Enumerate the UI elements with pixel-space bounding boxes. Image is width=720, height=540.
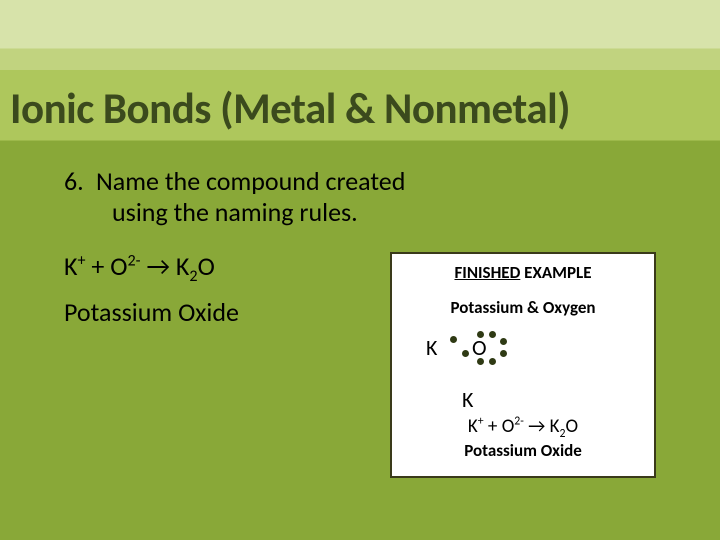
electron-dot [477,358,484,365]
example-name: Potassium Oxide [404,440,642,461]
formula-arrow: → [141,250,176,282]
diagram-K: K [426,334,437,361]
slide-title: Ionic Bonds (Metal & Nonmetal) [0,82,720,135]
formula-prod-sym2: O [198,250,215,282]
example-k-under: K [462,386,642,413]
electron-dot [450,336,457,343]
electron-dot [462,350,469,357]
electron-dot [489,331,496,338]
electron-dot [489,358,496,365]
ex-f-left-sym: K [468,415,478,438]
formula-left-sup: + [78,252,86,271]
step-text: 6.Name the compound created using the na… [64,166,664,228]
example-header-underline: FINISHED [454,262,520,283]
formula-prod-sub: 2 [189,268,197,287]
example-formula: K+ + O2- → K2O [404,415,642,438]
example-header-rest: EXAMPLE [520,262,591,283]
diagram-O: O [472,334,487,361]
ex-f-prod-sym: K [550,415,560,438]
formula-plus: + [86,250,111,282]
electron-dot [477,331,484,338]
ex-f-right-sym: O [502,415,515,438]
electron-dot [500,338,507,345]
lewis-diagram: K O [412,332,642,388]
formula-left-sym: K [64,250,78,282]
ex-f-plus: + [484,415,502,438]
step-line1: Name the compound created [96,165,405,197]
step-line2: using the naming rules. [64,197,664,228]
step-number: 6. [64,166,96,197]
example-header: FINISHED EXAMPLE [404,262,642,283]
ex-f-prod-sym2: O [566,415,579,438]
ex-f-right-sup: 2- [514,415,524,429]
formula-right-sup: 2- [127,252,140,271]
formula-right-sym: O [110,250,127,282]
electron-dot [500,350,507,357]
example-subtitle: Potassium & Oxygen [404,297,642,318]
ex-f-arrow: → [524,415,550,438]
formula-prod-sym: K [176,250,190,282]
example-box: FINISHED EXAMPLE Potassium & Oxygen K O … [390,252,656,478]
